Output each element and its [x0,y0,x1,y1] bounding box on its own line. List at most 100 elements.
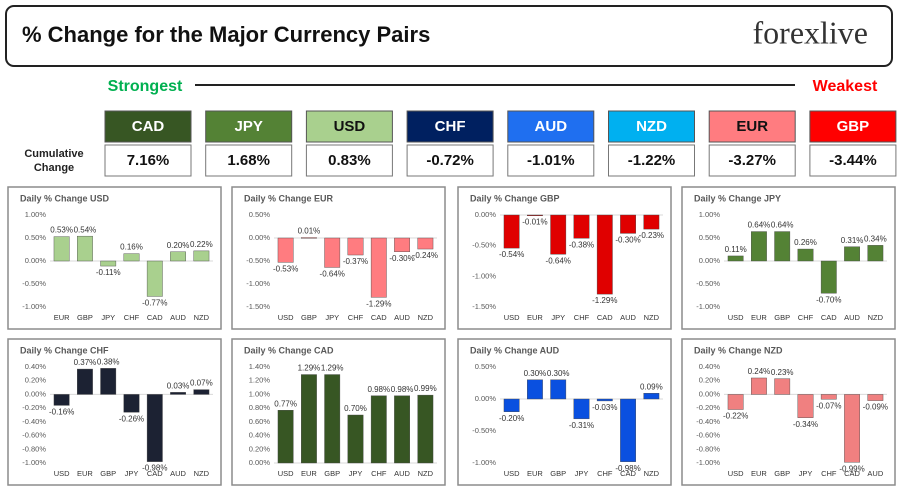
x-tick-label: USD [278,469,294,478]
bar [620,398,636,462]
y-tick-label: 1.00% [249,389,271,398]
y-tick-label: 0.40% [699,362,721,371]
x-tick-label: EUR [527,313,543,322]
currency-name: NZD [636,118,667,135]
value-label: 0.16% [120,243,143,252]
bar [527,379,543,400]
y-tick-label: 0.50% [249,210,271,219]
y-tick-label: 0.20% [249,444,271,453]
value-label: 0.99% [414,384,437,393]
bar [77,235,93,262]
bar [146,394,163,462]
value-label: 0.30% [547,369,570,378]
bar [170,251,186,262]
value-label: -1.29% [366,299,391,308]
value-label: 0.54% [74,225,97,234]
value-label: -0.98% [142,464,167,473]
bar [503,214,520,249]
currency-card [305,110,393,143]
value-label: -0.98% [615,464,640,473]
currency-card [104,110,192,143]
chart-title: Daily % Change GBP [470,193,560,203]
value-label: -0.53% [273,264,298,273]
y-tick-label: 0.50% [475,362,497,371]
bar [370,395,387,464]
y-tick-label: 0.00% [25,256,47,265]
value-label: -0.20% [499,414,524,423]
value-label: 0.20% [167,241,190,250]
currency-change: -1.22% [628,152,676,169]
x-tick-label: NZD [194,469,210,478]
x-tick-label: JPY [101,313,115,322]
x-tick-label: USD [54,469,70,478]
currency-change: -1.01% [527,152,575,169]
bar [844,394,860,463]
value-label: -0.23% [639,231,664,240]
x-tick-label: EUR [54,313,70,322]
x-tick-label: CAD [620,469,636,478]
change-box [507,144,595,177]
change-box [205,144,293,177]
bar [277,237,294,263]
value-label: 1.29% [298,364,321,373]
y-tick-label: -0.80% [696,444,720,453]
value-label: -0.54% [499,250,524,259]
bar [394,395,410,464]
value-label: 1.29% [321,364,344,373]
value-label: -0.30% [615,236,640,245]
bar [53,394,70,406]
x-tick-label: CAD [844,469,860,478]
bar [774,231,791,262]
x-tick-label: NZD [644,313,660,322]
bar [347,414,364,464]
y-tick-label: -0.60% [22,431,46,440]
x-tick-label: CAD [371,313,387,322]
x-tick-label: GBP [774,469,790,478]
y-tick-label: -0.20% [22,403,46,412]
y-tick-label: 0.00% [475,394,497,403]
x-tick-label: JPY [349,469,363,478]
y-tick-label: 0.20% [25,376,47,385]
x-tick-label: GBP [77,313,93,322]
bar [77,368,93,395]
value-label: -0.37% [343,257,368,266]
value-label: -0.64% [546,256,571,265]
bar [751,377,767,395]
x-tick-label: JPY [325,313,339,322]
y-tick-label: -0.50% [472,426,496,435]
chart-title: Daily % Change AUD [470,345,560,355]
currency-card [507,110,595,143]
y-tick-label: 0.50% [699,233,721,242]
bar [100,368,117,395]
value-label: 0.38% [97,357,120,366]
bar [550,214,567,255]
change-box [104,144,192,177]
bar [844,246,860,262]
currency-name: USD [334,118,366,135]
y-tick-label: -0.60% [696,431,720,440]
y-tick-label: 0.00% [475,210,497,219]
y-tick-label: -1.00% [696,458,720,467]
bar [820,394,837,400]
bar [417,237,434,250]
bar [301,374,317,464]
y-tick-label: 0.50% [25,233,47,242]
value-label: 0.03% [167,381,190,390]
change-box [608,144,695,177]
x-tick-label: CAD [821,313,837,322]
value-label: 0.11% [725,245,747,254]
bar [596,398,613,402]
x-tick-label: AUD [170,469,186,478]
value-label: -0.16% [49,408,74,417]
x-tick-label: CHF [124,313,140,322]
y-tick-label: -0.50% [246,256,270,265]
value-label: 0.34% [864,234,887,243]
value-label: 0.07% [190,379,213,388]
page-title: % Change for the Major Currency Pairs [22,22,430,47]
y-tick-label: 1.20% [249,376,271,385]
x-tick-label: CHF [348,313,364,322]
y-tick-label: 0.60% [249,417,271,426]
bar [394,237,410,253]
bar [193,389,210,395]
bar [100,260,117,267]
